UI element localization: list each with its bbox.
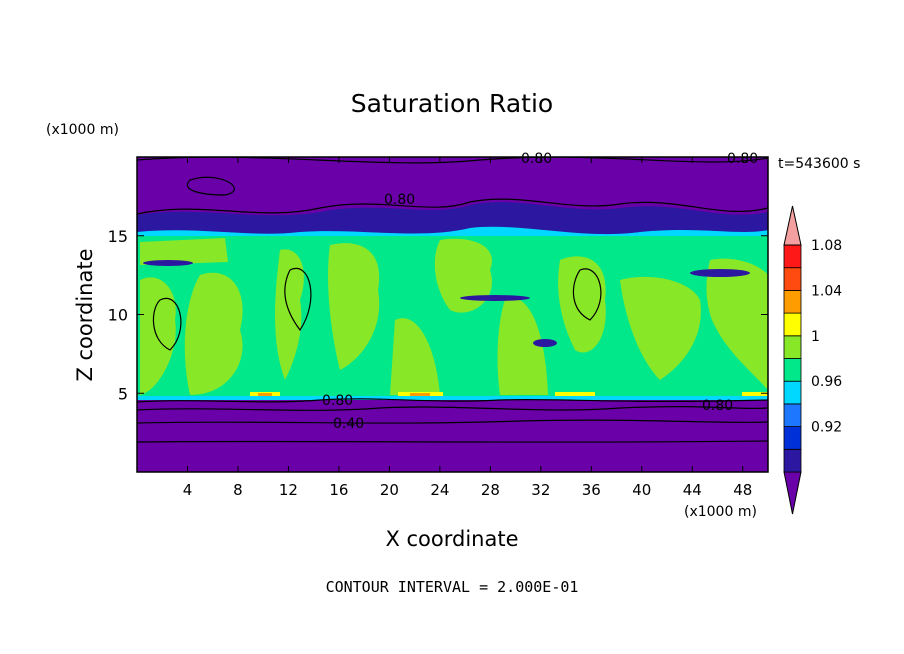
x-tick-label: 20	[380, 481, 399, 499]
contour-label: 0.40	[333, 416, 364, 432]
x-tick-label: 24	[430, 481, 449, 499]
contour-field	[137, 157, 768, 472]
x-tick-label: 32	[531, 481, 550, 499]
contour-label: 0.80	[384, 192, 415, 208]
colorbar-swatch	[783, 426, 802, 450]
contour-labels: 0.80 0.80 0.80 0.80 0.80 0.40	[322, 151, 758, 432]
x-tick-label: 48	[733, 481, 752, 499]
colorbar-label: 0.96	[811, 374, 842, 390]
colorbar-label: 1.04	[811, 283, 842, 299]
x-tick-label: 36	[582, 481, 601, 499]
cloud-base-peaks	[250, 392, 768, 397]
colorbar-swatch	[783, 448, 802, 473]
x-tick-label: 8	[233, 481, 243, 499]
x-tick-label: 40	[632, 481, 651, 499]
colorbar-max-arrow	[783, 205, 802, 246]
subsaturated-pockets	[143, 260, 750, 347]
y-axis-label: Z coordinate	[73, 248, 97, 381]
x-axis-label: X coordinate	[385, 527, 518, 551]
x-axis-ticks: 4 8 12 16 20 24 28 32 36 40 44 48	[183, 157, 752, 499]
contour-label: 0.80	[322, 393, 353, 409]
colorbar-swatch	[783, 267, 802, 291]
colorbar-label: 1.08	[811, 238, 842, 254]
y-unit-label: (x1000 m)	[46, 122, 119, 138]
y-tick-label: 10	[108, 306, 128, 325]
chart-title: Saturation Ratio	[351, 89, 553, 118]
colorbar: 0.92 0.96 1 1.04 1.08	[783, 205, 842, 515]
supersaturated-cells	[140, 238, 768, 395]
contour-label: 0.80	[521, 151, 552, 167]
colorbar-swatch	[783, 403, 802, 427]
colorbar-label: 0.92	[811, 420, 842, 436]
lower-dry-region	[137, 400, 768, 472]
contour-interval-note: CONTOUR INTERVAL = 2.000E-01	[326, 578, 579, 596]
contour-lines	[137, 157, 768, 443]
contour-label: 0.80	[702, 398, 733, 414]
colorbar-swatch	[783, 380, 802, 405]
x-tick-label: 16	[329, 481, 348, 499]
x-tick-label: 12	[279, 481, 298, 499]
y-tick-label: 15	[108, 227, 128, 246]
time-label: t=543600 s	[778, 156, 860, 172]
x-unit-label: (x1000 m)	[684, 504, 757, 520]
colorbar-swatch	[783, 335, 802, 359]
x-tick-label: 44	[683, 481, 702, 499]
colorbar-swatch	[783, 289, 802, 314]
cloud-base-line	[137, 396, 768, 400]
colorbar-label: 1	[811, 329, 820, 345]
x-tick-label: 28	[481, 481, 500, 499]
colorbar-swatch	[783, 312, 802, 337]
colorbar-swatch	[783, 244, 802, 269]
y-tick-label: 5	[118, 384, 128, 403]
colorbar-min-arrow	[783, 471, 802, 515]
x-tick-label: 4	[183, 481, 193, 499]
y-axis-ticks: 5 10 15	[108, 227, 768, 403]
colorbar-swatch	[783, 358, 802, 382]
